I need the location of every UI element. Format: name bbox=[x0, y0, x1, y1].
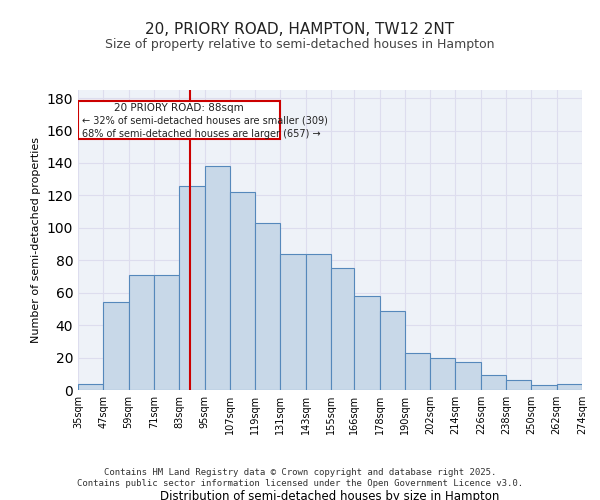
Bar bbox=[532, 385, 557, 390]
Text: ← 32% of semi-detached houses are smaller (309): ← 32% of semi-detached houses are smalle… bbox=[82, 116, 328, 126]
Bar bbox=[255, 223, 280, 390]
Text: 20, PRIORY ROAD, HAMPTON, TW12 2NT: 20, PRIORY ROAD, HAMPTON, TW12 2NT bbox=[145, 22, 455, 38]
Bar bbox=[380, 310, 405, 390]
Bar bbox=[557, 384, 582, 390]
Y-axis label: Number of semi-detached properties: Number of semi-detached properties bbox=[31, 137, 41, 343]
X-axis label: Distribution of semi-detached houses by size in Hampton: Distribution of semi-detached houses by … bbox=[160, 490, 500, 500]
Bar bbox=[230, 192, 255, 390]
Text: Contains HM Land Registry data © Crown copyright and database right 2025.
Contai: Contains HM Land Registry data © Crown c… bbox=[77, 468, 523, 487]
Text: 68% of semi-detached houses are larger (657) →: 68% of semi-detached houses are larger (… bbox=[82, 129, 321, 139]
Text: 20 PRIORY ROAD: 88sqm: 20 PRIORY ROAD: 88sqm bbox=[115, 103, 244, 113]
Bar bbox=[179, 186, 205, 390]
Bar bbox=[205, 166, 230, 390]
Bar bbox=[154, 275, 179, 390]
Bar bbox=[103, 302, 128, 390]
Bar bbox=[455, 362, 481, 390]
Bar bbox=[481, 376, 506, 390]
Bar bbox=[128, 275, 154, 390]
Bar bbox=[506, 380, 532, 390]
Bar bbox=[405, 352, 430, 390]
Bar bbox=[354, 296, 380, 390]
FancyBboxPatch shape bbox=[78, 102, 280, 138]
Bar bbox=[78, 384, 103, 390]
Bar bbox=[331, 268, 354, 390]
Text: Size of property relative to semi-detached houses in Hampton: Size of property relative to semi-detach… bbox=[105, 38, 495, 51]
Bar bbox=[430, 358, 455, 390]
Bar bbox=[306, 254, 331, 390]
Bar bbox=[280, 254, 306, 390]
